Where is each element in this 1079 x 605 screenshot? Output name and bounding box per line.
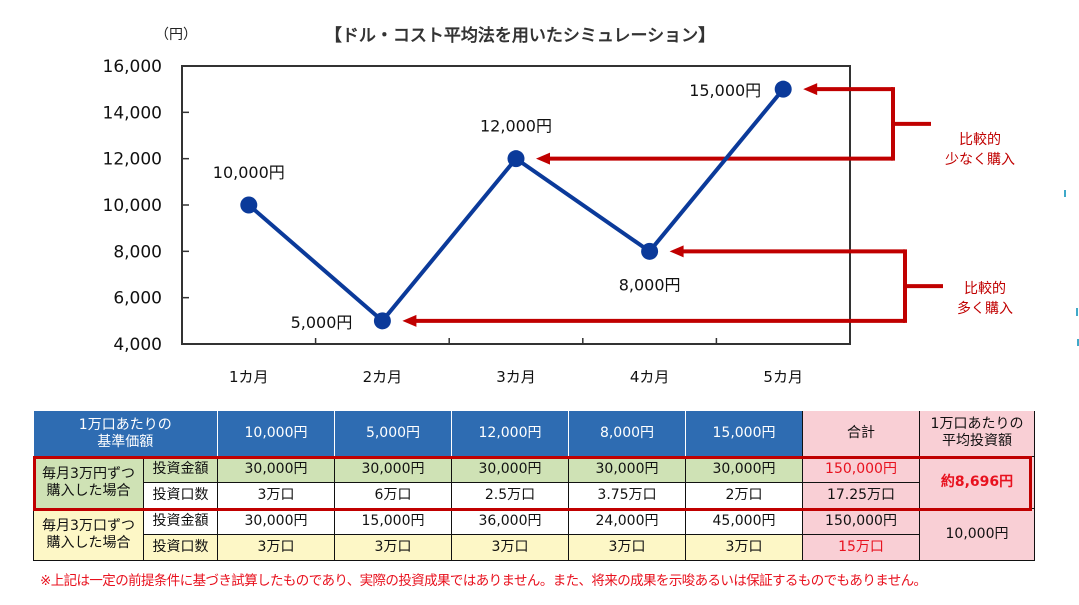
group-label-line1: 毎月3万口ずつ: [42, 517, 135, 534]
table-cell: 24,000円: [568, 508, 686, 535]
header-base-price: 1万口あたりの 基準価額: [33, 410, 218, 457]
total-cell: 17.25万口: [802, 482, 920, 509]
annotation-label-line2: 多く購入: [957, 300, 1013, 317]
plot-area: [181, 65, 851, 345]
data-labels: 10,000円 5,000円 12,000円 8,000円 15,000円: [213, 81, 761, 332]
header-average-line2: 平均投資額: [942, 433, 1012, 450]
average-cell: 10,000円: [919, 508, 1035, 561]
edge-mark: [1077, 339, 1079, 346]
data-point: [507, 150, 525, 168]
table-cell: 36,000円: [451, 508, 569, 535]
header-base-price-line1: 1万口あたりの: [78, 416, 172, 433]
x-axis: 1カ月 2カ月 3カ月 4カ月 5カ月: [229, 338, 803, 386]
table-cell: 30,000円: [685, 456, 803, 483]
data-label: 10,000円: [213, 163, 285, 182]
annotation-label-line1: 比較的: [959, 132, 1001, 148]
y-tick-label: 8,000: [113, 242, 162, 262]
table-cell: 2.5万口: [451, 482, 569, 509]
total-cell: 150,000円: [802, 456, 920, 483]
x-tick-label: 2カ月: [363, 368, 403, 386]
edge-mark: [1076, 308, 1078, 316]
y-tick-label: 14,000: [103, 103, 162, 123]
table-cell: 3万口: [685, 534, 803, 561]
row-label: 投資口数: [143, 534, 218, 561]
row-label: 投資金額: [143, 508, 218, 535]
x-tick-label: 4カ月: [630, 368, 670, 386]
header-average-line1: 1万口あたりの: [930, 416, 1024, 433]
header-price: 8,000円: [568, 410, 686, 457]
y-tick-label: 6,000: [113, 289, 162, 309]
edge-mark: [1064, 190, 1066, 197]
x-tick-label: 5カ月: [763, 368, 803, 386]
chart-title: 【ドル・コスト平均法を用いたシミュレーション】: [325, 25, 715, 46]
y-tick-label: 16,000: [103, 57, 162, 77]
table-row: 投資口数 3万口 6万口 2.5万口 3.75万口 2万口 17.25万口: [34, 482, 1035, 509]
arrow-head: [536, 152, 550, 165]
y-tick-label: 10,000: [103, 196, 162, 216]
group-label-line2: 購入した場合: [46, 482, 131, 499]
header-price: 12,000円: [451, 410, 569, 457]
total-cell: 150,000円: [802, 508, 920, 535]
data-point: [373, 312, 391, 330]
table-cell: 15,000円: [334, 508, 452, 535]
y-axis-unit-label: （円）: [155, 27, 197, 43]
header-total: 合計: [802, 410, 920, 457]
table-cell: 30,000円: [451, 456, 569, 483]
disclaimer-note: ※上記は一定の前提条件に基づき試算したものであり、実際の投資成果ではありません。…: [40, 573, 927, 589]
data-label: 15,000円: [689, 81, 761, 100]
data-label: 8,000円: [619, 275, 681, 294]
row-label: 投資口数: [143, 482, 218, 509]
table-cell: 3.75万口: [568, 482, 686, 509]
table-cell: 30,000円: [217, 456, 335, 483]
table-cell: 6万口: [334, 482, 452, 509]
y-tick-label: 4,000: [113, 335, 162, 355]
y-axis: 4,000 6,000 8,000 10,000 12,000 14,000 16,000: [103, 57, 189, 355]
x-tick-label: 3カ月: [496, 368, 536, 386]
annotation-label-line1: 比較的: [964, 281, 1006, 297]
table-cell: 30,000円: [217, 508, 335, 535]
data-point: [774, 80, 792, 98]
table-cell: 30,000円: [334, 456, 452, 483]
table-cell: 3万口: [217, 482, 335, 509]
table-cell: 30,000円: [568, 456, 686, 483]
data-label: 12,000円: [480, 117, 552, 136]
table-row: 投資口数 3万口 3万口 3万口 3万口 3万口 15万口: [34, 534, 1035, 561]
arrow-head: [803, 83, 818, 96]
table-row: 毎月3万口ずつ 購入した場合 投資金額 30,000円 15,000円 36,0…: [33, 508, 1035, 561]
header-price: 15,000円: [685, 410, 803, 457]
data-point: [641, 242, 659, 260]
table-cell: 3万口: [217, 534, 335, 561]
group-label-line1: 毎月3万円ずつ: [42, 465, 135, 482]
arrow-head: [402, 314, 417, 327]
data-label: 5,000円: [291, 313, 353, 332]
annotation-label-line2: 少なく購入: [945, 152, 1015, 168]
table-row: 毎月3万円ずつ 購入した場合 投資金額 30,000円 30,000円 30,0…: [33, 456, 1035, 509]
table-cell: 45,000円: [685, 508, 803, 535]
header-price: 10,000円: [217, 410, 335, 457]
table-cell: 2万口: [685, 482, 803, 509]
table-cell: 3万口: [334, 534, 452, 561]
group-label-line2: 購入した場合: [46, 534, 131, 551]
group-label: 毎月3万円ずつ 購入した場合: [33, 456, 144, 509]
data-points: [240, 80, 792, 330]
total-cell: 15万口: [802, 534, 920, 561]
line-chart: 【ドル・コスト平均法を用いたシミュレーション】 （円） 4,000 6,000 8,…: [103, 25, 1015, 386]
table-cell: 3万口: [451, 534, 569, 561]
header-price: 5,000円: [334, 410, 452, 457]
average-cell: 約8,696円: [919, 456, 1035, 509]
table-cell: 3万口: [568, 534, 686, 561]
simulation-table: 1万口あたりの 基準価額 10,000円 5,000円 12,000円 8,00…: [33, 410, 1035, 561]
table-header-row: 1万口あたりの 基準価額 10,000円 5,000円 12,000円 8,00…: [33, 410, 1035, 457]
header-average: 1万口あたりの 平均投資額: [919, 410, 1035, 457]
data-point: [240, 196, 258, 214]
group-label: 毎月3万口ずつ 購入した場合: [33, 508, 144, 561]
annotation-arrows: [402, 83, 943, 327]
arrow-head: [669, 245, 684, 258]
header-base-price-line2: 基準価額: [97, 433, 154, 450]
row-label: 投資金額: [143, 456, 218, 483]
y-tick-label: 12,000: [103, 150, 162, 170]
x-tick-label: 1カ月: [229, 368, 269, 386]
